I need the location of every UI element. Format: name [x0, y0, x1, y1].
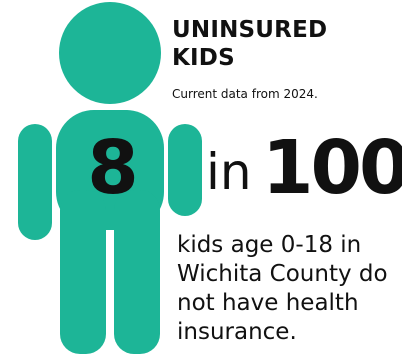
stat-denominator: 100 [262, 125, 402, 211]
subtitle: Current data from 2024. [172, 87, 318, 101]
figure-left-leg [60, 190, 106, 354]
figure-right-leg [114, 190, 160, 354]
figure-right-arm [168, 124, 202, 216]
stat-numerator: 8 [87, 125, 139, 211]
description: kids age 0-18 in Wichita County do not h… [177, 232, 388, 345]
page-title: UNINSURED KIDS [172, 17, 328, 71]
figure-head [59, 2, 161, 104]
stat-joiner: in [206, 143, 252, 201]
figure-left-arm [18, 124, 52, 240]
